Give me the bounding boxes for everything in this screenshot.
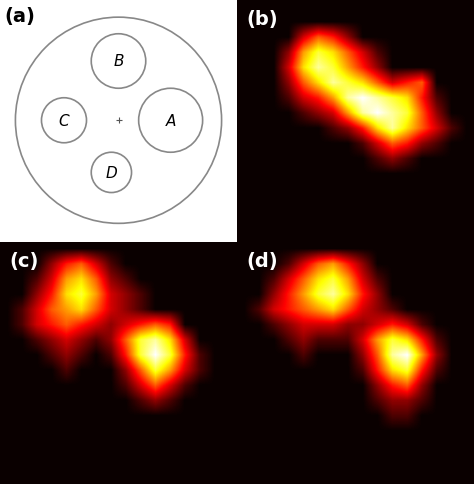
Text: C: C: [59, 114, 69, 128]
Text: (b): (b): [246, 10, 278, 29]
Text: (c): (c): [9, 252, 39, 271]
Text: (d): (d): [246, 252, 278, 271]
Text: B: B: [113, 54, 124, 69]
Text: D: D: [106, 166, 117, 181]
Text: A: A: [165, 114, 176, 128]
Text: (a): (a): [5, 7, 36, 27]
